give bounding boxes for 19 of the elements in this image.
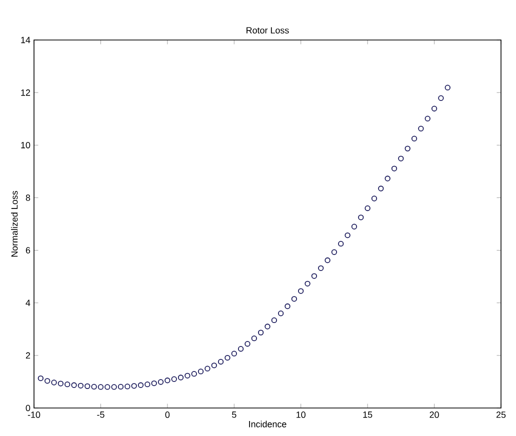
x-tick-label: 5 — [232, 412, 236, 418]
x-tick-label: 15 — [363, 412, 372, 418]
y-tick-label: 12 — [21, 89, 30, 96]
x-tick-label: 10 — [296, 412, 306, 418]
y-tick-label: 0 — [26, 404, 30, 412]
y-tick-label: 2 — [26, 352, 30, 359]
y-tick-label: 14 — [21, 36, 30, 44]
y-tick-label: 6 — [26, 247, 30, 254]
y-tick-label: 4 — [26, 300, 30, 306]
x-tick-label: -5 — [97, 412, 104, 418]
chart-title: Rotor Loss — [246, 27, 289, 34]
x-tick-label: 20 — [430, 412, 439, 418]
y-tick-label: 10 — [21, 142, 30, 148]
x-tick-label: -10 — [28, 412, 40, 418]
x-tick-label: 0 — [165, 412, 170, 418]
x-tick-label: 25 — [496, 412, 506, 418]
x-axis-title: Incidence — [249, 420, 286, 428]
y-tick-label: 8 — [26, 194, 30, 201]
y-axis-title: Normalized Loss — [11, 190, 18, 257]
